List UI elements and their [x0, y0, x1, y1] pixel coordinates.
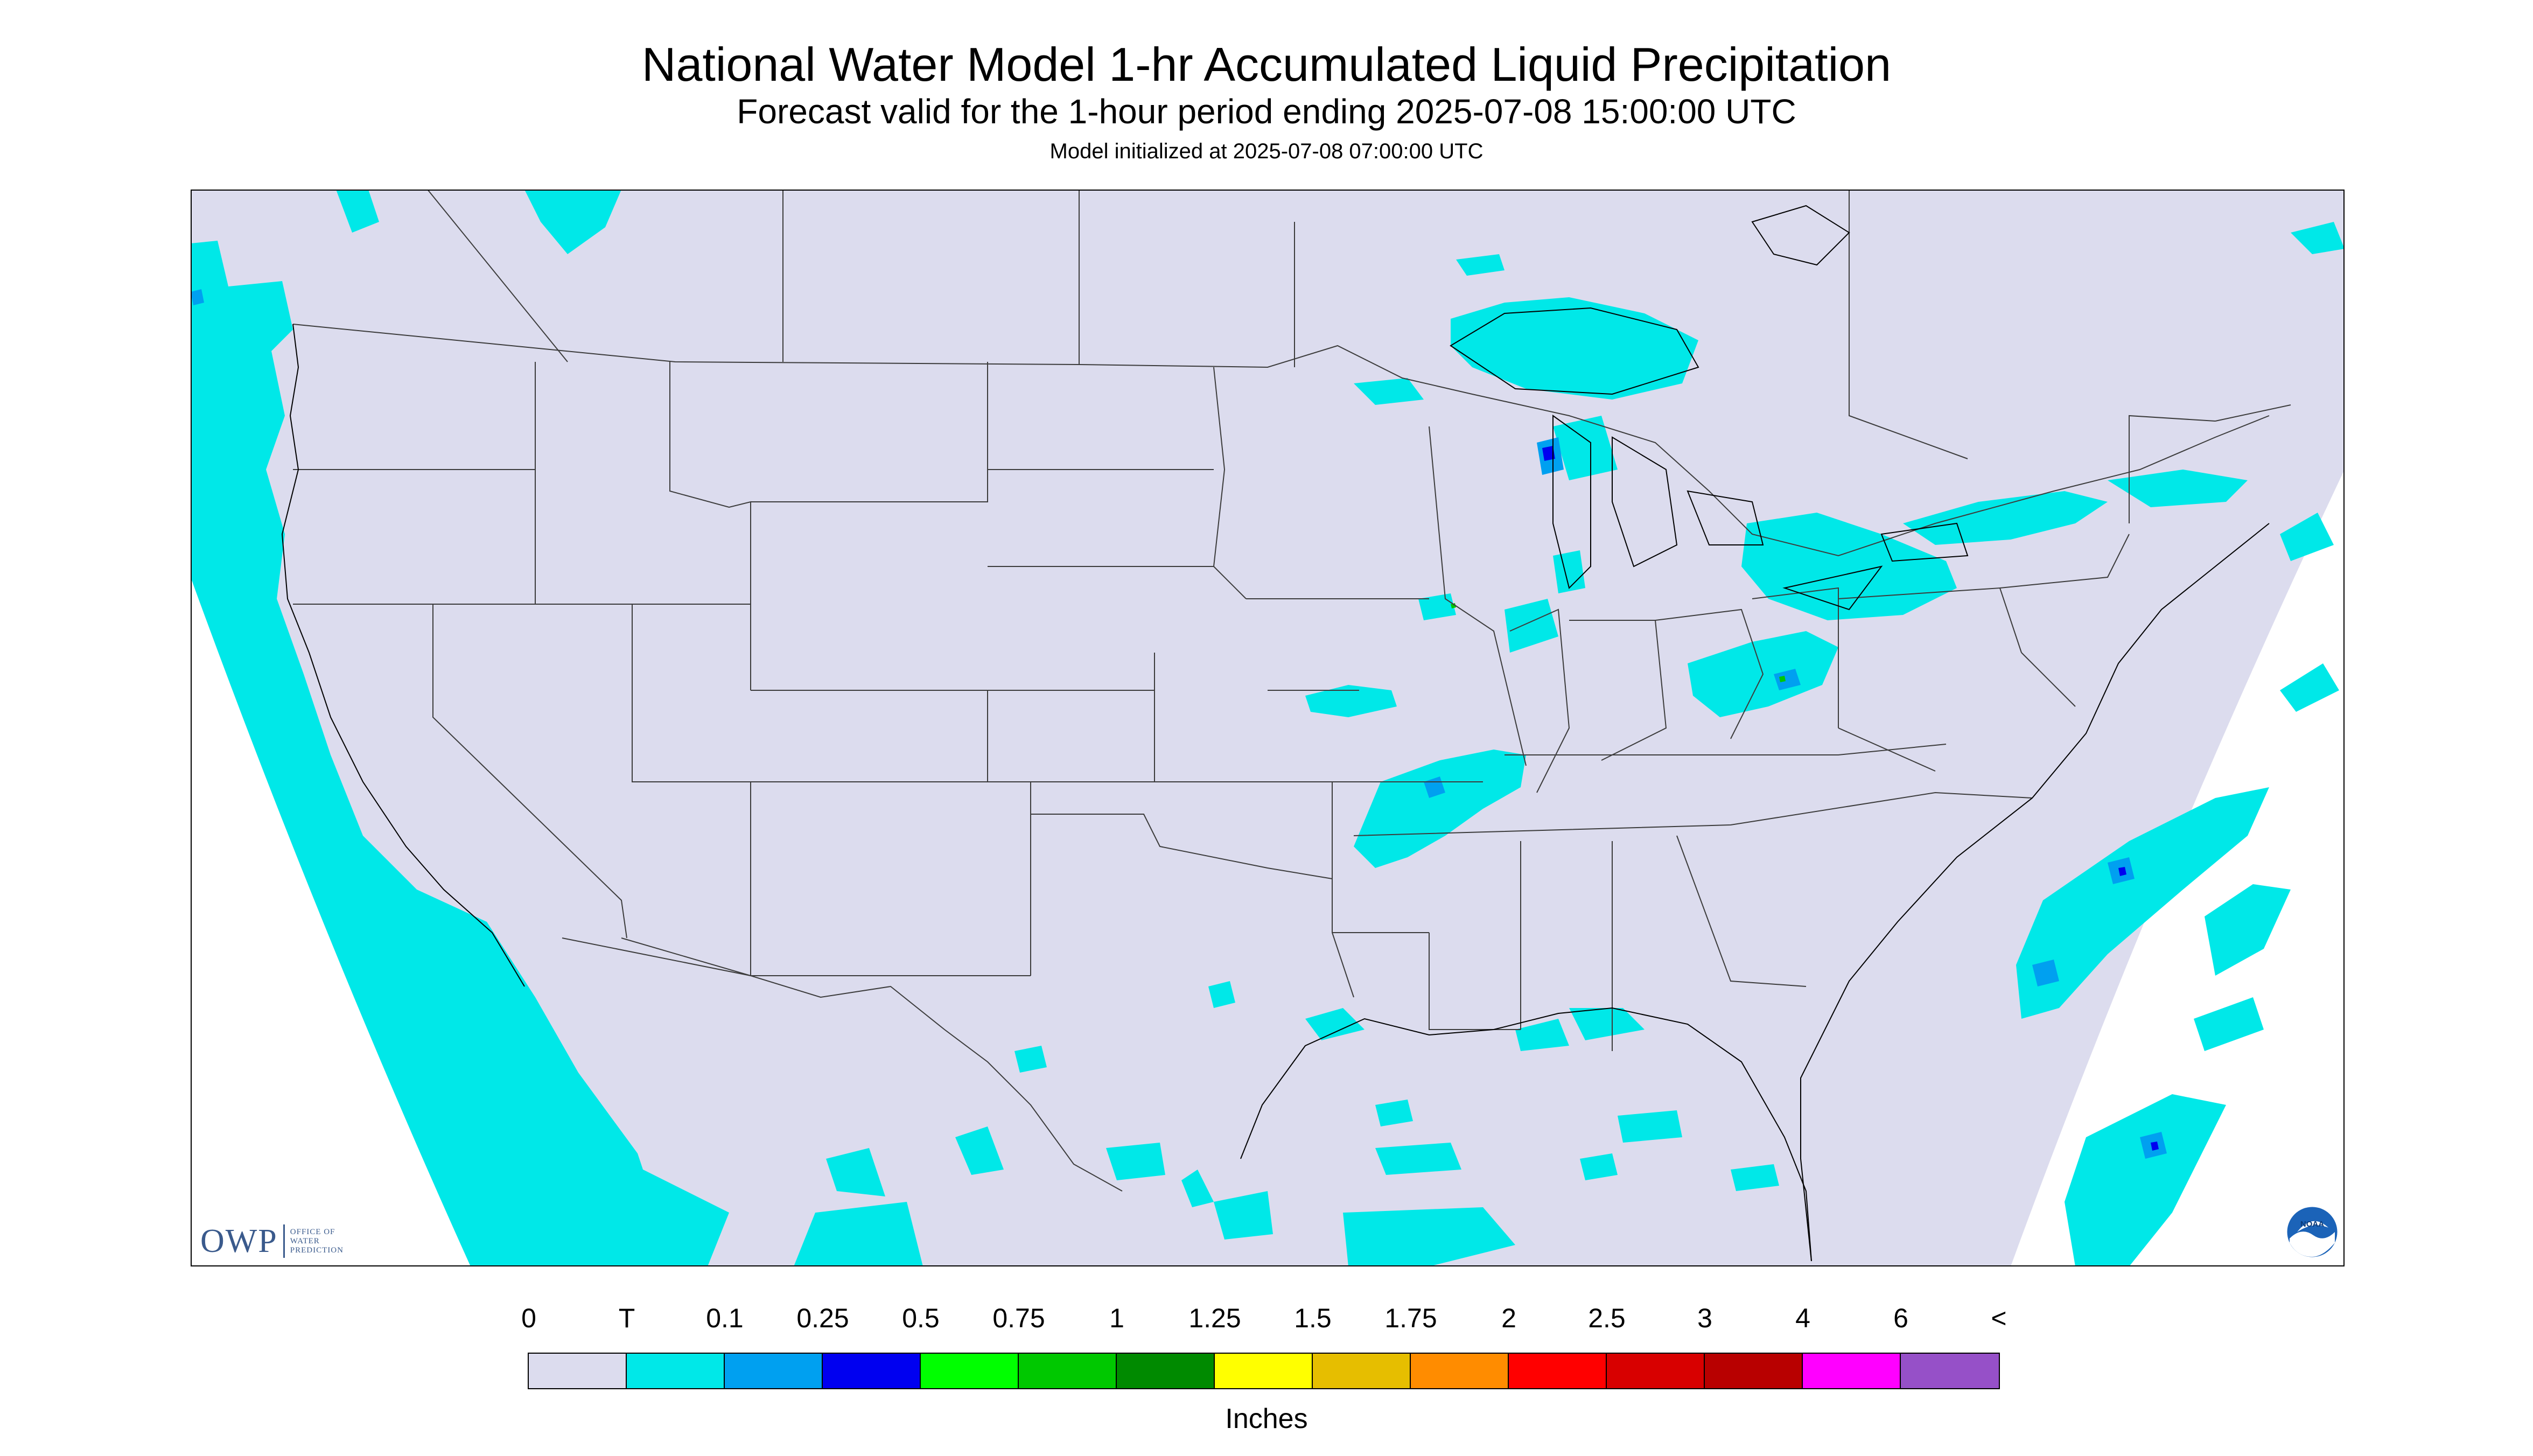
legend-tick-label: 1.5 — [1294, 1303, 1332, 1333]
legend-tick-label: 0.1 — [706, 1303, 744, 1333]
noaa-logo-text: NOAA — [2300, 1220, 2324, 1229]
legend-tick-label: 0.75 — [992, 1303, 1045, 1333]
legend-swatch — [1705, 1354, 1803, 1388]
legend-swatch — [921, 1354, 1019, 1388]
legend-tick-label: 6 — [1893, 1303, 1908, 1333]
legend-swatch — [1607, 1354, 1705, 1388]
map-border — [191, 190, 2345, 1266]
owp-logo-text: OFFICE OF WATER PREDICTION — [290, 1228, 344, 1255]
noaa-logo-bird — [2297, 1221, 2328, 1232]
legend-swatch — [1411, 1354, 1509, 1388]
legend-swatch — [1901, 1354, 1999, 1388]
precip-light-areas — [191, 289, 2167, 1159]
legend-tick-label: 1 — [1109, 1303, 1124, 1333]
legend-swatch — [1117, 1354, 1215, 1388]
coastlines — [281, 205, 2270, 1262]
legend-labels: 0 T 0.1 0.25 0.5 0.75 1 1.25 1.5 1.75 2 2.5 3 4 6 < — [521, 1302, 2014, 1340]
map-title: National Water Model 1-hr Accumulated Li… — [641, 38, 1892, 91]
legend-swatch — [1019, 1354, 1117, 1388]
precip-legend — [528, 1353, 2000, 1389]
owp-logo: OWP OFFICE OF WATER PREDICTION — [200, 1222, 344, 1260]
legend-swatch — [1803, 1354, 1901, 1388]
legend-swatch — [1313, 1354, 1411, 1388]
precip-green-areas — [1451, 603, 1786, 682]
legend-tick-label: 1.75 — [1384, 1303, 1437, 1333]
legend-units: Inches — [1225, 1403, 1308, 1434]
legend-tick-label: 1.25 — [1188, 1303, 1241, 1333]
legend-tick-label: 0 — [521, 1303, 536, 1333]
legend-tick-label: 0.25 — [796, 1303, 849, 1333]
owp-logo-line: WATER — [290, 1236, 320, 1245]
legend-swatch — [529, 1354, 627, 1388]
legend-tick-label: 4 — [1795, 1303, 1810, 1333]
legend-swatch — [1215, 1354, 1313, 1388]
owp-logo-line: PREDICTION — [290, 1245, 344, 1255]
precipitation-map — [191, 190, 2345, 1266]
legend-tick-label: 3 — [1697, 1303, 1712, 1333]
legend-swatch — [627, 1354, 725, 1388]
model-init-text: Model initialized at 2025-07-08 07:00:00… — [1049, 139, 1484, 163]
forecast-valid-subtitle: Forecast valid for the 1-hour period end… — [737, 92, 1796, 131]
legend-tick-label: T — [618, 1303, 635, 1333]
legend-tick-label: 2 — [1501, 1303, 1516, 1333]
legend-tick-label: < — [1991, 1303, 2007, 1333]
precip-moderate-areas — [1542, 446, 2159, 1151]
legend-swatch — [1509, 1354, 1607, 1388]
noaa-logo-wave — [2290, 1231, 2335, 1257]
legend-swatch — [823, 1354, 921, 1388]
noaa-logo: NOAA — [2285, 1205, 2339, 1259]
map-nodata-left — [191, 577, 471, 1266]
owp-logo-mark: OWP — [200, 1223, 278, 1259]
legend-tick-label: 0.5 — [902, 1303, 940, 1333]
owp-logo-line: OFFICE OF — [290, 1227, 335, 1236]
owp-logo-divider — [283, 1224, 285, 1258]
precip-trace-areas — [191, 190, 2345, 1266]
legend-swatch — [725, 1354, 823, 1388]
legend-tick-label: 2.5 — [1588, 1303, 1626, 1333]
